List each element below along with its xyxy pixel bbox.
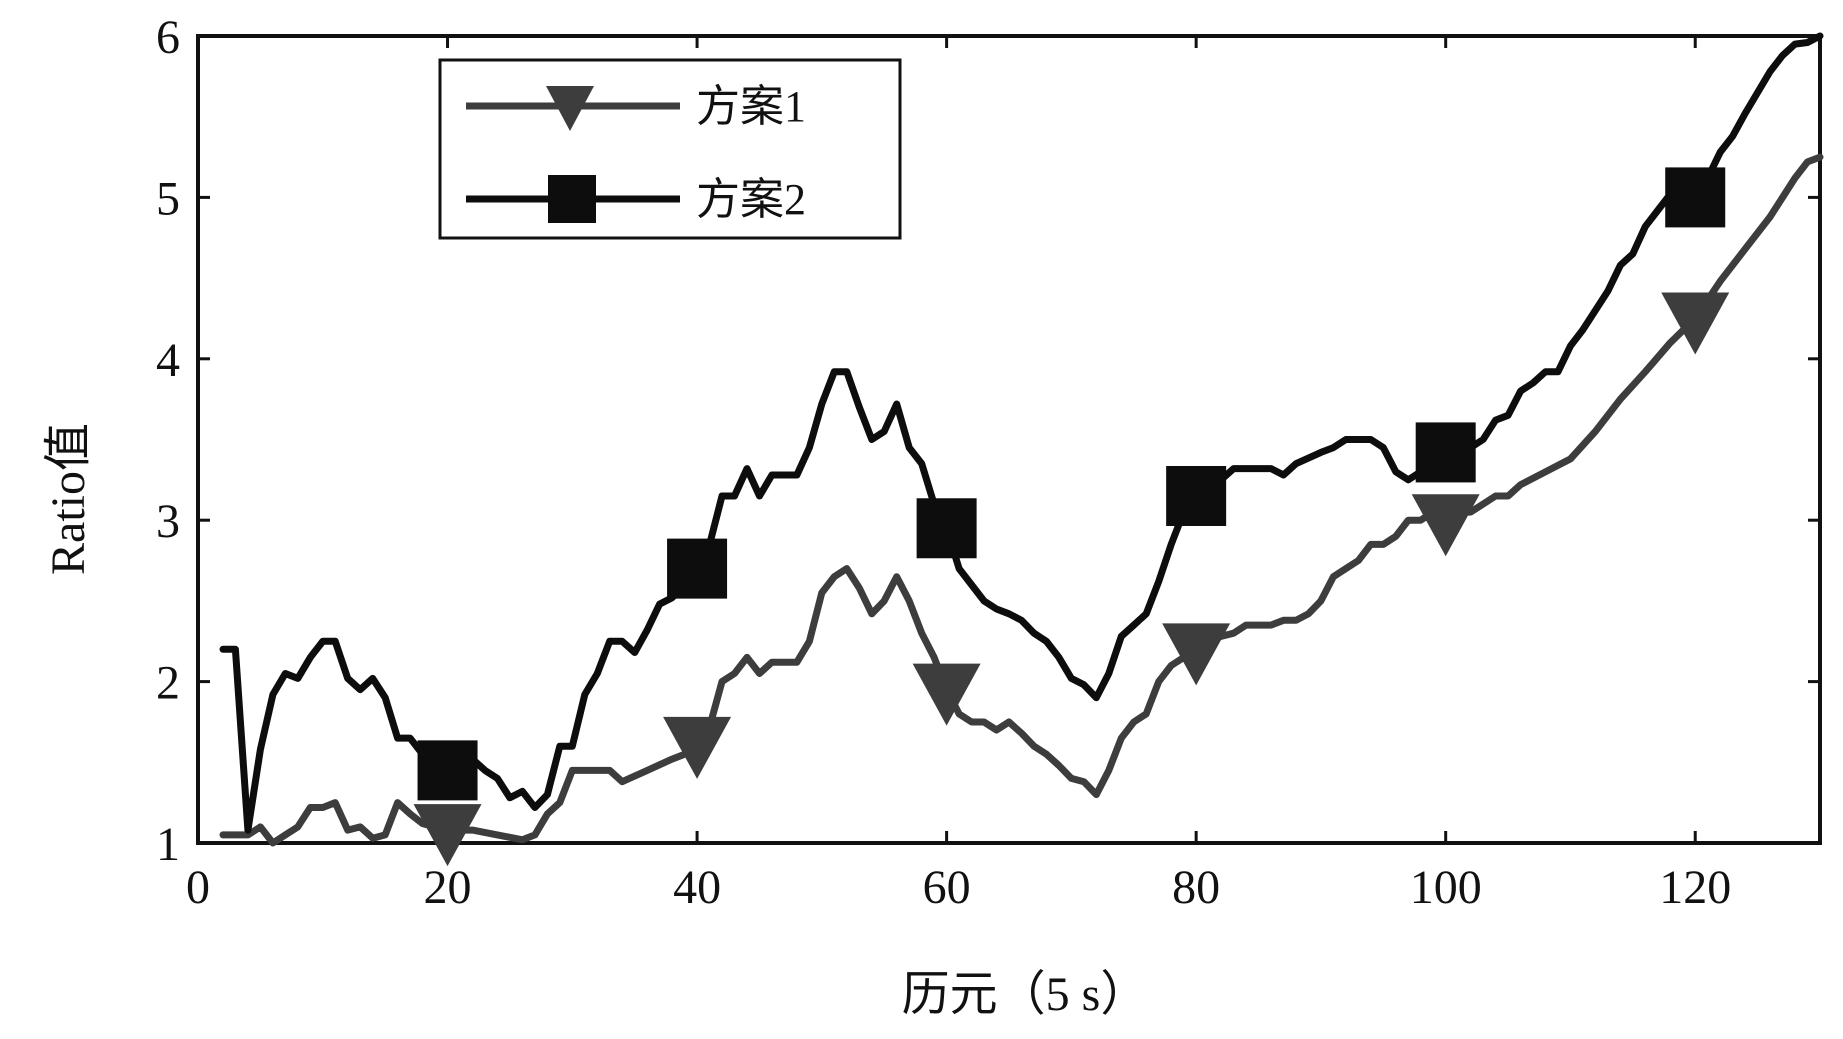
- x-tick-label: 100: [1410, 861, 1482, 914]
- y-axis-title: Ratio值: [42, 423, 95, 575]
- series-1-marker: [1411, 494, 1480, 557]
- series-1-marker: [1162, 623, 1231, 686]
- series-1-marker: [413, 804, 482, 867]
- legend-marker-series-2: [548, 175, 596, 223]
- x-tick-label: 120: [1659, 861, 1731, 914]
- y-tick-label: 2: [156, 657, 180, 710]
- series-line-2: [219, 32, 1824, 834]
- x-tick-label: 20: [424, 861, 472, 914]
- series-layer: [219, 32, 1824, 867]
- series-2-marker: [1665, 167, 1726, 228]
- y-tick-label: 3: [156, 495, 180, 548]
- series-2-marker: [1415, 422, 1476, 483]
- series-1-marker: [663, 716, 732, 779]
- series-1-marker: [912, 663, 981, 726]
- y-tick-label: 1: [156, 818, 180, 871]
- y-tick-label: 6: [156, 11, 180, 64]
- x-tick-label: 60: [923, 861, 971, 914]
- legend-marker-series-1: [546, 86, 594, 131]
- axes: 0 20 40 60 80 100 120 1 2 3 4 5 6: [156, 11, 1822, 914]
- series-2-marker: [916, 498, 977, 559]
- legend-label-series-1: 方案1: [696, 82, 806, 131]
- series-line-1: [219, 153, 1824, 847]
- legend-box: [438, 58, 902, 240]
- legend-label-series-2: 方案2: [696, 175, 806, 224]
- x-tick-label: 80: [1172, 861, 1220, 914]
- x-tick-label: 0: [186, 861, 210, 914]
- y-tick-label: 5: [156, 172, 180, 225]
- plot-frame: [196, 34, 1822, 845]
- series-1-marker: [1661, 292, 1730, 355]
- x-axis-title: 历元（5 s）: [902, 968, 1149, 1021]
- y-tick-label: 4: [156, 334, 180, 387]
- series-2-marker: [667, 538, 728, 599]
- x-tick-label: 40: [673, 861, 721, 914]
- legend: 方案1 方案2: [438, 58, 902, 240]
- series-2-marker: [1166, 465, 1227, 526]
- series-2-marker: [417, 740, 478, 801]
